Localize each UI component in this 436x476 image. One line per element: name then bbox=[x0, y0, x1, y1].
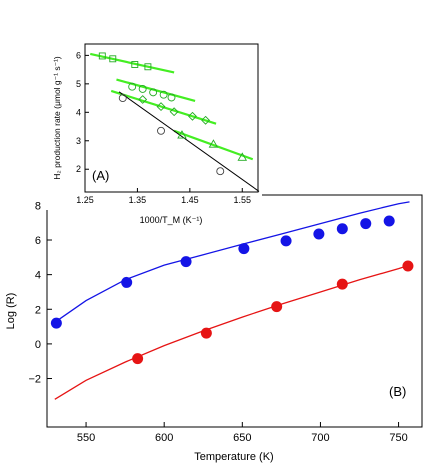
fit-line-a-3 bbox=[173, 129, 254, 161]
fit-line-a-4 bbox=[118, 91, 260, 192]
axes-a: 1.25 1.35 1.45 1.55 2 3 4 5 6 bbox=[76, 50, 251, 205]
y-tick-label-b: 4 bbox=[35, 270, 41, 282]
y-tick-label-a: 2 bbox=[76, 164, 81, 174]
square-marker bbox=[131, 61, 139, 68]
diamond-marker bbox=[138, 95, 148, 104]
plot-frame-b bbox=[46, 194, 423, 428]
plot-frame-a bbox=[84, 43, 259, 193]
y-tick-label-b: 2 bbox=[35, 304, 41, 316]
y-tick-label-a: 4 bbox=[76, 107, 81, 117]
panel-b: 550 600 650 700 750 −2 0 2 4 6 8 (B) Temperature (… bbox=[5, 194, 423, 463]
square-marker bbox=[144, 63, 152, 71]
circle-marker bbox=[216, 167, 225, 176]
data-point-b-0 bbox=[336, 223, 348, 235]
square-marker bbox=[98, 52, 106, 60]
x-tick-label-b: 650 bbox=[233, 432, 251, 444]
data-point-b-0 bbox=[383, 215, 395, 227]
triangle-marker bbox=[208, 139, 219, 148]
x-tick-label-b: 600 bbox=[155, 432, 173, 444]
fit-curve-b-0 bbox=[54, 201, 410, 323]
triangle-marker bbox=[237, 152, 248, 161]
y-tick-label-a: 5 bbox=[76, 79, 81, 89]
diamond-marker bbox=[169, 107, 179, 117]
x-tick-label-b: 700 bbox=[311, 432, 329, 444]
y-axis-label-a: H₂ production rate (μmol g⁻¹ s⁻¹) bbox=[52, 56, 62, 180]
diamond-marker bbox=[188, 111, 197, 121]
x-tick-label-a: 1.55 bbox=[234, 195, 252, 205]
y-tick-label-a: 3 bbox=[76, 136, 81, 146]
panel-label-b: (B) bbox=[389, 384, 406, 399]
data-points-b bbox=[50, 215, 414, 365]
data-points-a bbox=[98, 52, 248, 176]
x-tick-label-a: 1.45 bbox=[181, 195, 199, 205]
data-point-b-0 bbox=[238, 243, 250, 255]
circle-marker bbox=[157, 126, 165, 135]
data-point-b-0 bbox=[121, 276, 133, 288]
x-tick-label-a: 1.25 bbox=[76, 195, 94, 205]
x-tick-label-a: 1.35 bbox=[129, 195, 147, 205]
data-point-b-1 bbox=[271, 301, 283, 313]
x-tick-label-b: 750 bbox=[389, 432, 407, 444]
data-point-b-1 bbox=[336, 278, 348, 290]
x-axis-label-a: 1000/T_M (K⁻¹) bbox=[140, 215, 203, 225]
axes-b: 550 600 650 700 750 −2 0 2 4 6 8 bbox=[28, 200, 407, 444]
circle-marker bbox=[167, 93, 176, 102]
diamond-marker bbox=[201, 115, 211, 125]
x-tick-label-b: 550 bbox=[77, 432, 95, 444]
diamond-marker bbox=[156, 102, 166, 112]
circle-marker bbox=[128, 82, 137, 91]
triangle-marker bbox=[177, 130, 187, 139]
x-axis-label-b: Temperature (K) bbox=[194, 451, 273, 463]
circle-marker bbox=[159, 90, 168, 99]
data-point-b-0 bbox=[50, 317, 62, 329]
data-point-b-0 bbox=[360, 218, 372, 230]
data-point-b-1 bbox=[132, 353, 144, 365]
fit-curve-b-1 bbox=[54, 264, 410, 400]
panel-label-a: (A) bbox=[92, 168, 109, 183]
y-tick-label-b: 8 bbox=[35, 200, 41, 212]
circle-marker bbox=[149, 88, 158, 97]
y-tick-label-b: −2 bbox=[28, 374, 41, 386]
y-tick-label-a: 6 bbox=[76, 50, 81, 60]
data-point-b-0 bbox=[180, 256, 192, 268]
circle-marker bbox=[138, 85, 147, 93]
y-tick-label-b: 6 bbox=[35, 235, 41, 247]
y-tick-label-b: 0 bbox=[35, 339, 41, 351]
data-point-b-0 bbox=[313, 228, 325, 240]
square-marker bbox=[109, 55, 117, 63]
data-point-b-1 bbox=[402, 260, 414, 272]
fit-curves-b bbox=[54, 201, 410, 400]
data-point-b-1 bbox=[200, 327, 212, 339]
circle-marker bbox=[118, 94, 127, 103]
panel-a-inset: 1.25 1.35 1.45 1.55 2 3 4 5 6 (A) 1000/T_M (K⁻¹)… bbox=[46, 37, 262, 225]
data-point-b-0 bbox=[280, 235, 292, 247]
y-axis-label-b: Log (R) bbox=[5, 293, 17, 330]
